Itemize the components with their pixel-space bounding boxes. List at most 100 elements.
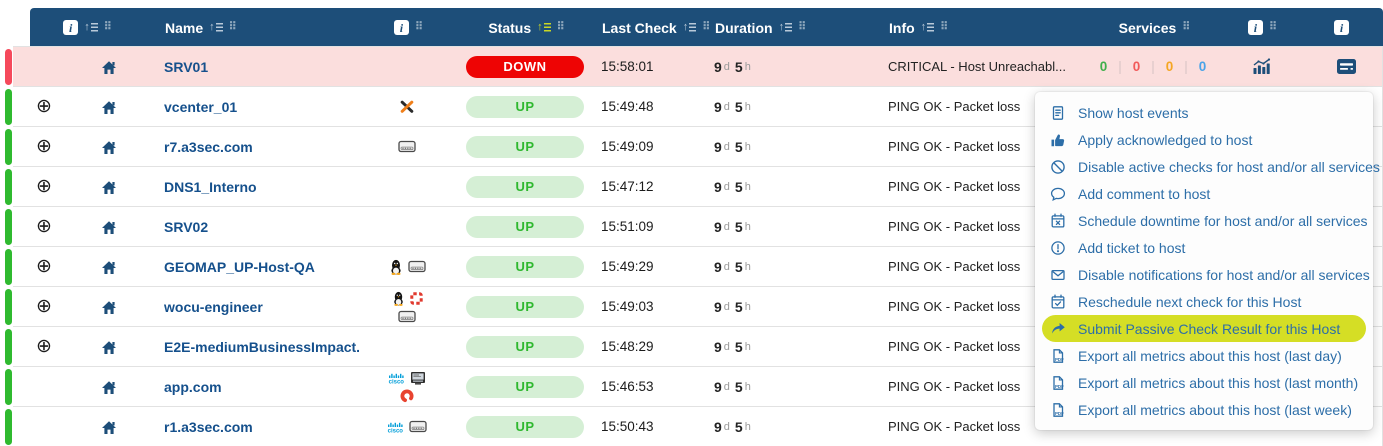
home-icon[interactable] xyxy=(100,419,118,435)
table-header: i ↑ ⠿ Name ↑ ⠿ i ⠿ Status ↑ ⠿ Last Check… xyxy=(30,8,1383,47)
services-unknown-count[interactable]: 0 xyxy=(1198,59,1207,74)
server-icon xyxy=(407,260,426,273)
menu-item-add-ticket[interactable]: Add ticket to host xyxy=(1035,234,1373,261)
host-name-link[interactable]: DNS1_Interno xyxy=(164,178,257,195)
last-check-value: 15:49:48 xyxy=(601,99,654,114)
drag-handle-icon[interactable]: ⠿ xyxy=(702,21,710,33)
expand-row-icon[interactable]: ⊕ xyxy=(36,296,52,317)
expand-row-icon[interactable]: ⊕ xyxy=(36,176,52,197)
host-name-link[interactable]: r1.a3sec.com xyxy=(164,418,253,435)
host-name-link[interactable]: vcenter_01 xyxy=(164,98,238,115)
menu-item-apply-acknowledged[interactable]: Apply acknowledged to host xyxy=(1035,126,1373,153)
services-ok-count[interactable]: 0 xyxy=(1099,59,1108,74)
header-device-col: i ⠿ xyxy=(360,8,456,47)
last-check-value: 15:50:43 xyxy=(601,419,654,434)
sort-icon[interactable]: ↑ xyxy=(84,22,98,33)
menu-item-export-metrics-last-week[interactable]: Export all metrics about this host (last… xyxy=(1035,396,1373,423)
expand-row-icon[interactable]: ⊕ xyxy=(36,336,52,357)
home-icon[interactable] xyxy=(100,339,118,355)
sort-icon[interactable]: ↑ xyxy=(683,22,697,33)
host-name-link[interactable]: SRV01 xyxy=(164,58,209,75)
menu-item-disable-active-checks[interactable]: Disable active checks for host and/or al… xyxy=(1035,153,1380,180)
column-info-icon[interactable]: i xyxy=(393,20,409,35)
header-name-col: Name ↑ ⠿ xyxy=(144,8,360,47)
row-actions-menu-icon[interactable] xyxy=(1337,59,1356,74)
sort-icon[interactable]: ↑ xyxy=(209,22,223,33)
host-name-link[interactable]: app.com xyxy=(164,378,222,395)
home-icon[interactable] xyxy=(100,219,118,235)
header-duration-col: Duration ↑ ⠿ xyxy=(713,8,884,47)
expand-row-icon[interactable]: ⊕ xyxy=(36,136,52,157)
drag-handle-icon[interactable]: ⠿ xyxy=(228,21,237,33)
status-badge: UP xyxy=(466,95,584,118)
openshift-icon xyxy=(400,388,414,403)
drag-handle-icon[interactable]: ⠿ xyxy=(1268,21,1277,33)
host-name-link[interactable]: E2E-mediumBusinessImpact... xyxy=(164,338,359,355)
expand-row-icon[interactable]: ⊕ xyxy=(36,256,52,277)
sort-icon[interactable]: ↑ xyxy=(921,22,935,33)
info-value: PING OK - Packet loss xyxy=(888,259,1021,274)
menu-item-export-metrics-last-day[interactable]: Export all metrics about this host (last… xyxy=(1035,342,1373,369)
host-name-link[interactable]: wocu-engineer xyxy=(164,298,263,315)
home-icon[interactable] xyxy=(100,179,118,195)
column-label-services: Services xyxy=(1118,19,1177,36)
drag-handle-icon[interactable]: ⠿ xyxy=(798,21,806,33)
calendar-check-icon xyxy=(1049,294,1066,310)
row-status-strip xyxy=(5,369,12,405)
column-info-icon[interactable]: i xyxy=(1334,20,1349,35)
status-badge: UP xyxy=(466,295,584,318)
status-badge: UP xyxy=(466,175,584,198)
host-name-link[interactable]: SRV02 xyxy=(164,218,209,235)
home-icon[interactable] xyxy=(100,59,118,75)
info-value: PING OK - Packet loss xyxy=(888,419,1021,434)
last-check-value: 15:49:09 xyxy=(601,139,654,154)
info-value: PING OK - Packet loss xyxy=(888,219,1021,234)
services-critical-count[interactable]: 0 xyxy=(1132,59,1141,74)
header-chart-col: i ⠿ xyxy=(1224,8,1300,47)
column-label-last-check: Last Check xyxy=(602,19,677,36)
status-badge: UP xyxy=(466,375,584,398)
header-host-icon-col: i ↑ ⠿ xyxy=(30,8,144,47)
header-services-col: Services ⠿ xyxy=(1084,8,1224,47)
info-value: PING OK - Packet loss xyxy=(888,179,1021,194)
home-icon[interactable] xyxy=(100,299,118,315)
home-icon[interactable] xyxy=(100,139,118,155)
status-badge: UP xyxy=(466,335,584,358)
status-badge: UP xyxy=(466,415,584,438)
host-events-icon xyxy=(1049,105,1066,121)
services-warning-count[interactable]: 0 xyxy=(1165,59,1174,74)
drag-handle-icon[interactable]: ⠿ xyxy=(1182,21,1190,33)
drag-handle-icon[interactable]: ⠿ xyxy=(940,21,948,33)
menu-item-disable-notifications[interactable]: Disable notifications for host and/or al… xyxy=(1035,261,1373,288)
menu-item-reschedule-next-check[interactable]: Reschedule next check for this Host xyxy=(1035,288,1373,315)
menu-item-submit-passive-check[interactable]: Submit Passive Check Result for this Hos… xyxy=(1042,315,1366,342)
row-status-strip xyxy=(5,169,12,205)
metrics-chart-icon[interactable] xyxy=(1252,58,1271,75)
drag-handle-icon[interactable]: ⠿ xyxy=(556,21,565,33)
menu-item-export-metrics-last-month[interactable]: Export all metrics about this host (last… xyxy=(1035,369,1373,396)
home-icon[interactable] xyxy=(100,99,118,115)
expand-row-icon[interactable]: ⊕ xyxy=(36,216,52,237)
home-icon[interactable] xyxy=(100,379,118,395)
export-pdf-icon xyxy=(1049,348,1066,364)
sort-icon-active[interactable]: ↑ xyxy=(537,22,551,33)
menu-item-schedule-downtime[interactable]: Schedule downtime for host and/or all se… xyxy=(1035,207,1373,234)
host-name-link[interactable]: r7.a3sec.com xyxy=(164,138,253,155)
ticket-icon xyxy=(1049,240,1066,256)
menu-item-show-host-events[interactable]: Show host events xyxy=(1035,99,1373,126)
home-icon[interactable] xyxy=(100,259,118,275)
sort-icon[interactable]: ↑ xyxy=(779,22,793,33)
drag-handle-icon[interactable]: ⠿ xyxy=(103,21,112,33)
column-info-icon[interactable]: i xyxy=(63,20,79,35)
menu-item-add-comment[interactable]: Add comment to host xyxy=(1035,180,1373,207)
host-name-link[interactable]: GEOMAP_UP-Host-QA xyxy=(164,258,315,275)
row-status-strip xyxy=(5,129,12,165)
drag-handle-icon[interactable]: ⠿ xyxy=(414,21,423,33)
expand-row-icon[interactable]: ⊕ xyxy=(36,96,52,117)
column-info-icon[interactable]: i xyxy=(1247,20,1263,35)
